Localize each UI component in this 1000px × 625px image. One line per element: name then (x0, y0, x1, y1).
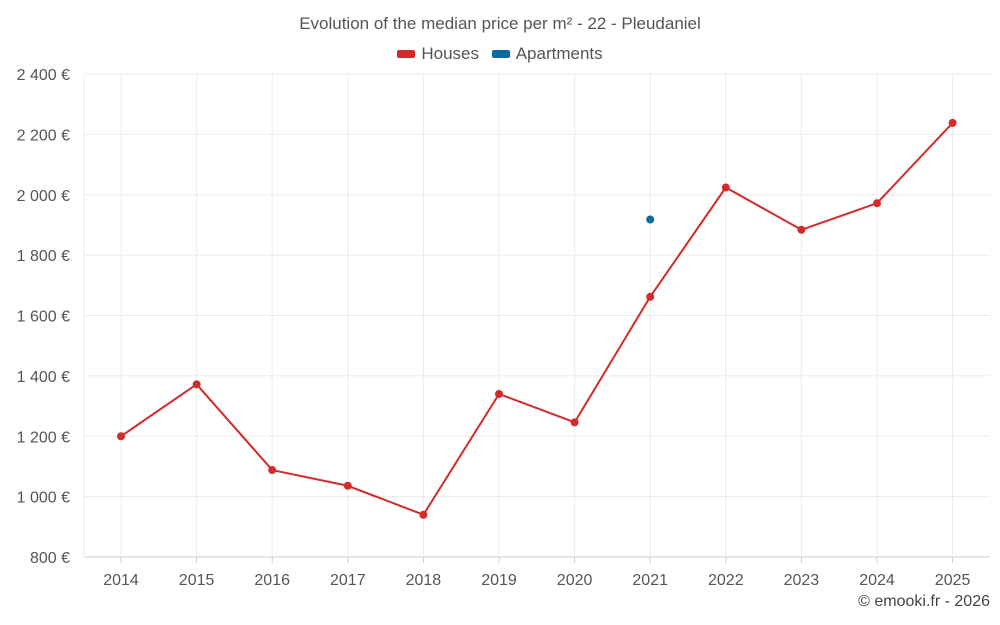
y-tick-label: 2 400 € (17, 67, 70, 84)
x-tick-label: 2015 (179, 572, 215, 589)
x-tick-label: 2017 (330, 572, 366, 589)
x-tick-label: 2024 (859, 572, 895, 589)
data-point-houses (268, 466, 277, 475)
data-point-houses (570, 418, 579, 427)
y-tick-label: 1 000 € (17, 490, 70, 507)
x-tick-label: 2022 (708, 572, 744, 589)
y-tick-label: 1 800 € (17, 248, 70, 265)
legend-item-apartments[interactable]: Apartments (491, 44, 603, 64)
x-tick-label: 2019 (481, 572, 517, 589)
x-tick-label: 2025 (935, 572, 971, 589)
legend-label-houses: Houses (421, 44, 479, 63)
data-point-houses (117, 432, 125, 441)
series-line-houses (120, 122, 954, 516)
chart-title: Evolution of the median price per m² - 2… (299, 14, 701, 33)
y-tick-label: 800 € (30, 550, 70, 567)
y-tick-label: 2 200 € (17, 127, 70, 144)
y-tick-label: 1 400 € (17, 369, 70, 386)
x-tick-label: 2021 (632, 572, 668, 589)
legend: Houses Apartments (0, 44, 1000, 64)
legend-swatch-apartments (491, 49, 510, 58)
x-tick-label: 2018 (406, 572, 442, 589)
x-tick-label: 2020 (557, 572, 593, 589)
data-point-houses (495, 389, 503, 398)
data-point-houses (721, 183, 730, 192)
legend-item-houses[interactable]: Houses (397, 44, 479, 64)
y-tick-label: 1 200 € (17, 429, 70, 446)
y-tick-label: 1 600 € (17, 309, 70, 326)
x-tick-label: 2023 (784, 572, 820, 589)
data-point-houses (646, 292, 655, 301)
y-tick-label: 2 000 € (17, 188, 70, 205)
data-point-houses (948, 118, 957, 127)
data-point-houses (419, 510, 428, 519)
legend-label-apartments: Apartments (515, 44, 603, 63)
data-point-houses (343, 481, 352, 490)
copyright-text: © emooki.fr - 2026 (858, 593, 990, 610)
data-point-apartments (646, 215, 655, 224)
data-point-houses (873, 199, 881, 208)
data-point-houses (797, 225, 806, 234)
x-tick-label: 2016 (254, 572, 290, 589)
legend-swatch-houses (397, 49, 416, 58)
data-point-houses (192, 380, 201, 389)
x-tick-label: 2014 (103, 572, 139, 589)
